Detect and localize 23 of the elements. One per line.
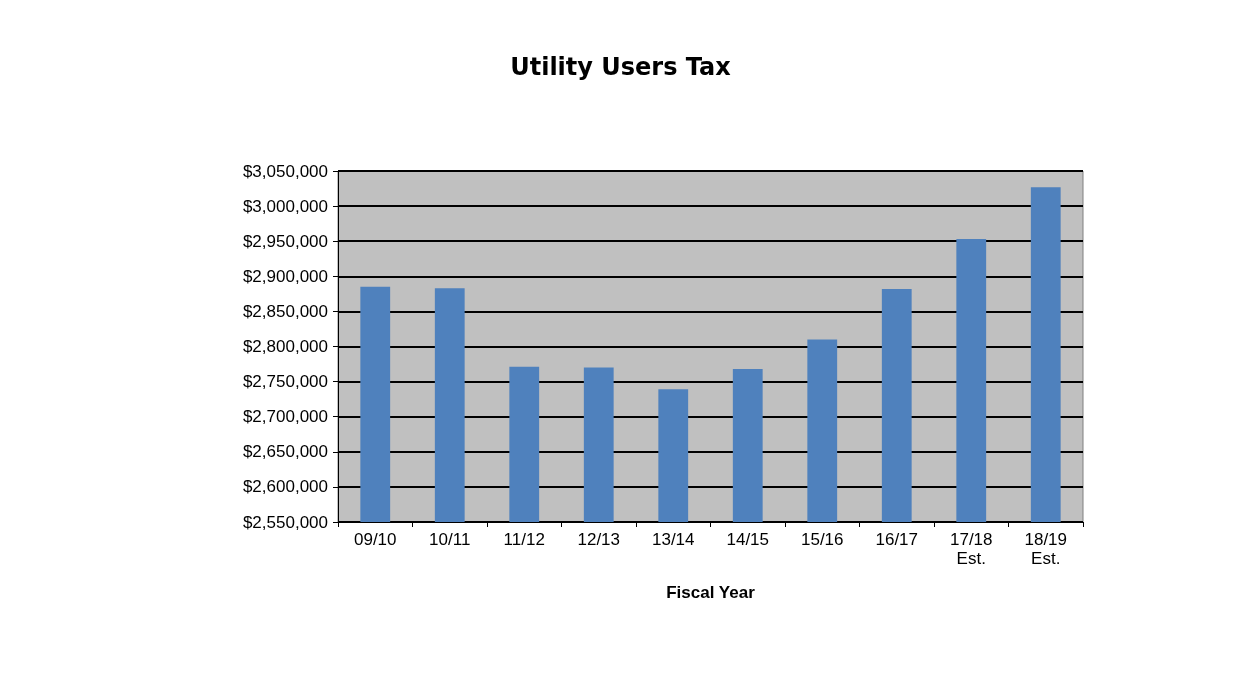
x-tick-label: 18/19 Est.	[1024, 530, 1068, 568]
y-tick-label: $2,850,000	[242, 301, 328, 321]
x-tick-label: 17/18 Est.	[949, 530, 993, 568]
x-tick-label: 10/11	[429, 530, 471, 549]
y-tick-label: $2,550,000	[242, 512, 328, 532]
x-tick-label: 15/16	[800, 530, 844, 549]
y-tick-label: $2,800,000	[242, 337, 328, 356]
y-tick-label: $3,000,000	[242, 196, 328, 216]
x-tick-label: 09/10	[353, 530, 397, 549]
y-tick-label: $2,600,000	[242, 477, 328, 497]
y-tick-label: $2,750,000	[242, 372, 328, 392]
x-tick-label: 13/14	[651, 530, 695, 549]
y-tick-label: $2,900,000	[242, 266, 328, 286]
y-tick-label: $2,950,000	[242, 231, 328, 251]
x-axis-title: Fiscal Year	[666, 583, 756, 602]
x-tick-label: 11/12	[503, 530, 545, 549]
y-tick-label: $2,650,000	[242, 442, 328, 462]
x-tick-label: 12/13	[577, 530, 621, 549]
y-tick-label: $2,700,000	[242, 407, 328, 427]
y-tick-label: $3,050,000	[242, 161, 328, 181]
x-tick-label: 14/15	[726, 530, 770, 549]
x-tick-label: 16/17	[875, 530, 919, 549]
chart-title: Utility Users Tax	[510, 53, 732, 81]
